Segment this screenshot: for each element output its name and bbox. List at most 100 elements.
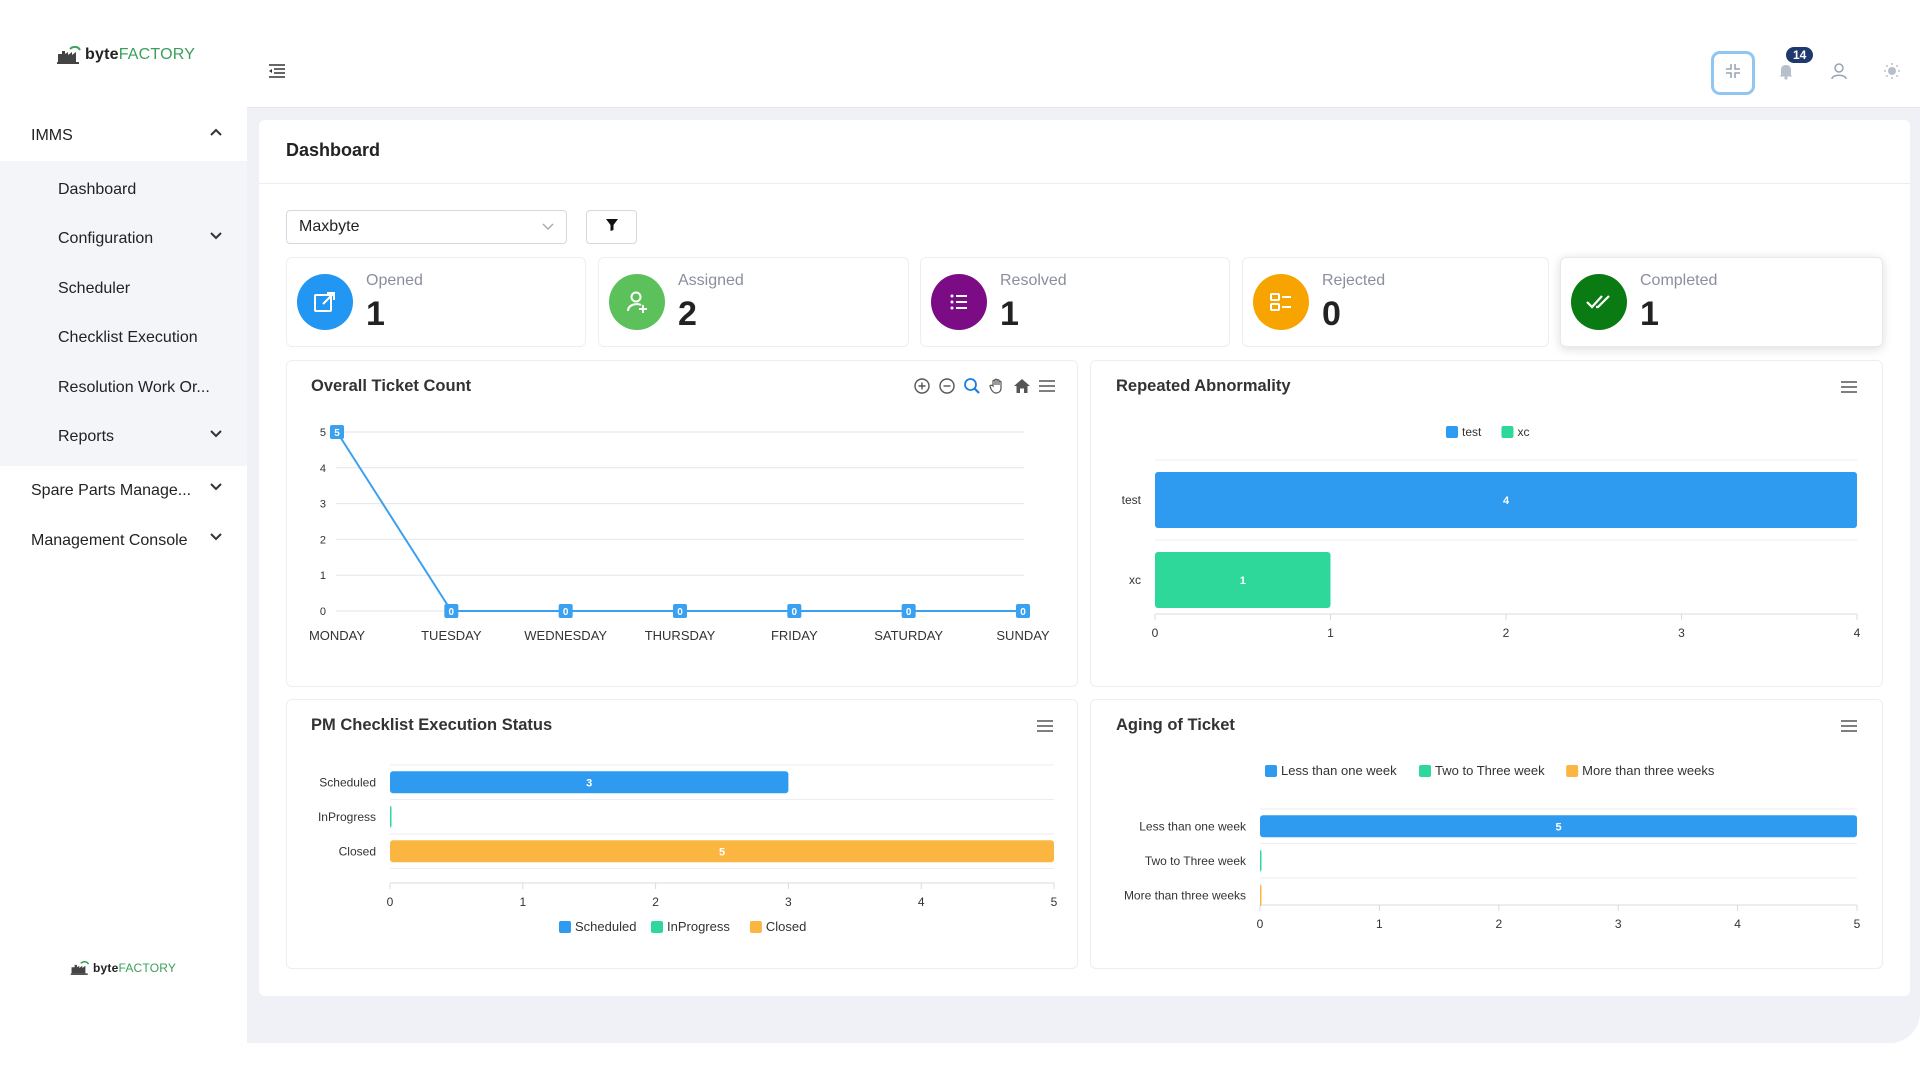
menu-toggle-icon[interactable] xyxy=(268,64,286,83)
bar xyxy=(1260,884,1262,907)
stat-value: 1 xyxy=(366,295,385,333)
chart-toolbar xyxy=(913,377,1056,400)
chart-title: Overall Ticket Count xyxy=(311,377,472,395)
stat-card-resolved[interactable]: Resolved 1 xyxy=(920,257,1230,347)
selection-zoom-icon[interactable] xyxy=(963,377,981,400)
data-label: 4 xyxy=(1503,495,1510,507)
x-tick-label: 4 xyxy=(1734,917,1741,931)
brand-name-bold: byte xyxy=(85,46,119,63)
legend-label: Scheduled xyxy=(575,919,636,934)
y-tick-label: test xyxy=(1122,493,1142,507)
chevron-down-icon xyxy=(210,232,222,240)
plant-select-value: Maxbyte xyxy=(299,218,360,235)
factory-logo-icon xyxy=(70,960,90,975)
x-tick-label: SATURDAY xyxy=(874,628,943,643)
chart-menu-icon[interactable] xyxy=(1840,718,1858,739)
double-check-icon xyxy=(1571,274,1627,330)
sidebar-item-label: Resolution Work Or... xyxy=(58,379,210,396)
sidebar-item-imms[interactable]: IMMS xyxy=(0,116,247,156)
fullscreen-exit-button[interactable] xyxy=(1711,51,1755,95)
legend-label: InProgress xyxy=(667,919,730,934)
y-tick-label: Two to Three week xyxy=(1145,854,1247,868)
stat-card-assigned[interactable]: Assigned 2 xyxy=(598,257,909,347)
y-tick-label: 0 xyxy=(320,606,326,618)
pan-hand-icon[interactable] xyxy=(988,377,1006,400)
stat-value: 2 xyxy=(678,295,697,333)
reset-zoom-home-icon[interactable] xyxy=(1013,377,1031,400)
stat-card-rejected[interactable]: Rejected 0 xyxy=(1242,257,1549,347)
zoom-in-icon[interactable] xyxy=(913,377,931,400)
checklist-icon xyxy=(1253,274,1309,330)
top-bar xyxy=(247,0,1920,108)
stat-label: Completed xyxy=(1640,272,1718,289)
y-tick-label: 4 xyxy=(320,463,326,475)
zoom-out-icon[interactable] xyxy=(938,377,956,400)
sidebar-item-resolution-work-order[interactable]: Resolution Work Or... xyxy=(0,368,247,408)
overall-ticket-count-chart: 0 1 2 3 4 5 MONDAY TUESDAY WEDNESDAY THURSDAY FRID… xyxy=(309,425,1050,643)
sidebar-item-dashboard[interactable]: Dashboard xyxy=(0,170,247,210)
theme-toggle-button[interactable] xyxy=(1873,54,1911,92)
brand-name-light: FACTORY xyxy=(118,46,196,63)
page-title: Dashboard xyxy=(286,140,381,160)
legend-marker xyxy=(1419,765,1432,777)
stat-card-completed[interactable]: Completed 1 xyxy=(1560,257,1883,347)
data-label: 5 xyxy=(719,846,725,858)
legend-label: test xyxy=(1462,425,1482,439)
x-tick-label: 4 xyxy=(1854,626,1861,640)
legend-marker xyxy=(749,921,762,933)
data-label: 5 xyxy=(1555,821,1561,833)
chart-menu-icon[interactable] xyxy=(1840,379,1858,400)
data-point xyxy=(558,604,573,618)
sidebar-item-configuration[interactable]: Configuration xyxy=(0,219,247,259)
x-tick-label: THURSDAY xyxy=(645,628,716,643)
x-tick-label: 1 xyxy=(1376,917,1383,931)
bar xyxy=(1155,472,1857,528)
brand-logo: byteFACTORY xyxy=(56,45,196,64)
data-label: 5 xyxy=(334,428,340,439)
sidebar-item-management-console[interactable]: Management Console xyxy=(0,521,247,561)
profile-button[interactable] xyxy=(1820,54,1858,92)
sidebar-item-reports[interactable]: Reports xyxy=(0,417,247,457)
x-tick-label: TUESDAY xyxy=(421,628,482,643)
filter-button[interactable] xyxy=(586,210,637,244)
x-tick-label: 3 xyxy=(785,895,792,909)
sidebar-item-scheduler[interactable]: Scheduler xyxy=(0,269,247,309)
chart-title: PM Checklist Execution Status xyxy=(311,716,553,734)
sidebar-submenu: Dashboard Configuration Scheduler Checkl… xyxy=(0,161,247,466)
data-label: 0 xyxy=(677,607,683,618)
filter-icon xyxy=(605,218,619,237)
legend-label: xc xyxy=(1517,425,1529,439)
data-point xyxy=(901,604,916,618)
stat-card-opened[interactable]: Opened 1 xyxy=(286,257,586,347)
x-tick-label: WEDNESDAY xyxy=(524,628,607,643)
x-tick-label: 2 xyxy=(1503,626,1510,640)
data-point xyxy=(444,604,459,618)
plant-select[interactable]: Maxbyte xyxy=(286,210,567,244)
sidebar-item-label: Configuration xyxy=(58,230,154,247)
repeated-abnormality-chart: test xc 0 1 2 3 4 test 4 xc 1 xyxy=(1122,425,1861,640)
y-tick-label: InProgress xyxy=(318,810,376,824)
legend-marker xyxy=(1566,765,1579,777)
sidebar-item-checklist-execution[interactable]: Checklist Execution xyxy=(0,318,247,358)
sidebar-item-label: Dashboard xyxy=(58,181,137,198)
chart-menu-icon[interactable] xyxy=(1036,718,1054,739)
y-tick-label: 2 xyxy=(320,534,326,546)
x-tick-label: 0 xyxy=(387,895,394,909)
x-tick-label: 5 xyxy=(1854,917,1861,931)
x-tick-label: MONDAY xyxy=(309,628,365,643)
x-tick-label: 0 xyxy=(1152,626,1159,640)
y-tick-label: xc xyxy=(1129,573,1141,587)
chevron-up-icon xyxy=(210,128,222,136)
sidebar-item-spare-parts[interactable]: Spare Parts Manage... xyxy=(0,471,247,511)
sidebar-item-label: Scheduler xyxy=(58,280,131,297)
pm-checklist-status-chart: Scheduled InProgress Closed 0 1 2 3 4 5 Scheduled… xyxy=(318,764,1058,934)
sidebar-item-label: IMMS xyxy=(31,127,73,144)
stat-label: Opened xyxy=(366,272,423,289)
chart-menu-icon[interactable] xyxy=(1038,377,1056,400)
y-tick-label: More than three weeks xyxy=(1124,888,1246,902)
sidebar-item-label: Reports xyxy=(58,428,115,445)
data-label: 1 xyxy=(1240,575,1246,587)
sun-icon xyxy=(1883,62,1901,85)
stat-label: Resolved xyxy=(1000,272,1067,289)
data-label: 0 xyxy=(792,607,798,618)
